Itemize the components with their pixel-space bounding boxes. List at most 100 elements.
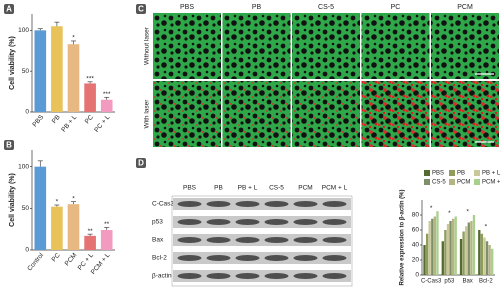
bar <box>425 233 429 275</box>
blot-band <box>322 273 347 279</box>
y-tick-label: 0 <box>415 272 419 279</box>
legend-label: PCM + L <box>482 180 500 186</box>
x-tick-label: C-Cas3 <box>421 279 442 285</box>
micrograph <box>153 81 221 147</box>
blot-band <box>293 273 318 279</box>
bar <box>100 99 113 112</box>
legend-label: CS-5 <box>432 180 446 186</box>
bar <box>470 221 473 275</box>
blot-row-label: Bax <box>152 237 164 244</box>
bar <box>449 221 452 275</box>
panel-badge <box>136 4 146 14</box>
bar <box>451 218 455 275</box>
bar <box>488 245 491 275</box>
bar <box>462 231 465 275</box>
x-tick-label: PC <box>84 114 95 126</box>
significance: * <box>72 195 75 202</box>
blot-band <box>235 219 260 225</box>
micrograph <box>361 13 430 79</box>
bar <box>485 241 489 275</box>
bar <box>34 166 47 250</box>
panel-label: C <box>138 5 144 14</box>
bar <box>441 241 444 275</box>
y-tick-label: 40 <box>412 242 420 249</box>
bar <box>51 26 63 112</box>
blot-band <box>206 201 231 207</box>
legend-label: PCM <box>457 180 470 186</box>
blot-band <box>177 201 202 207</box>
blot-strip <box>173 198 351 210</box>
bar <box>459 239 463 275</box>
x-tick-label: PBS <box>31 113 45 128</box>
bar <box>465 226 468 275</box>
bar <box>51 206 63 250</box>
blot-row-label: p53 <box>152 219 163 226</box>
bar <box>446 224 450 275</box>
y-tick-label: 100 <box>18 163 29 170</box>
micrograph <box>431 13 499 79</box>
image-column-label: PB <box>252 4 262 11</box>
bar <box>472 215 476 275</box>
significance: * <box>72 35 75 42</box>
blot-band <box>235 201 260 207</box>
micrograph <box>292 13 360 79</box>
panel-label: B <box>6 141 12 150</box>
bar <box>431 218 434 275</box>
blot-band <box>293 201 318 207</box>
bar <box>491 248 494 275</box>
legend-swatch <box>449 170 455 176</box>
image-column-label: CS-5 <box>318 4 334 11</box>
blot-band <box>322 219 347 225</box>
bar <box>100 230 113 250</box>
bar <box>436 211 439 275</box>
blot-band <box>293 255 318 261</box>
blot-band <box>264 273 289 279</box>
micrograph <box>292 81 360 147</box>
panel-badge <box>4 140 14 150</box>
significance: * <box>485 224 488 231</box>
blot-lane-label: PB + L <box>238 185 258 192</box>
blot-row-label: β-actin <box>152 273 172 280</box>
blot-band <box>322 255 347 261</box>
y-tick-label: 20 <box>412 257 420 264</box>
image-column-label: PC <box>391 4 401 11</box>
image-column-label: PCM <box>457 4 473 11</box>
y-tick-label: 50 <box>22 205 30 212</box>
x-tick-label: PB <box>51 114 62 125</box>
blot-band <box>206 273 231 279</box>
micrograph <box>431 81 499 147</box>
blot-band <box>206 237 231 243</box>
blot-row-label: C-Cas3 <box>152 201 174 208</box>
significance: * <box>466 209 469 216</box>
legend-swatch <box>474 179 480 185</box>
bar <box>84 235 96 250</box>
y-tick-label: 0 <box>25 109 29 116</box>
significance: * <box>430 205 433 212</box>
bar <box>428 221 431 275</box>
bar <box>433 216 437 275</box>
x-tick-label: Control <box>26 251 45 272</box>
blot-band <box>264 255 289 261</box>
x-tick-label: Bcl-2 <box>479 279 493 285</box>
x-tick-label: PC <box>51 252 62 264</box>
bar <box>480 233 484 275</box>
blot-band <box>322 237 347 243</box>
blot-frame <box>171 195 353 287</box>
legend-label: PBS <box>432 171 444 177</box>
blot-strip <box>173 216 351 228</box>
significance: *** <box>103 91 111 98</box>
blot-strip <box>173 270 351 282</box>
blot-lane-label: CS-5 <box>269 185 284 192</box>
legend-swatch <box>474 170 480 176</box>
blot-band <box>177 255 202 261</box>
y-tick-label: 0 <box>25 247 29 254</box>
bar <box>67 204 80 250</box>
y-tick-label: 80 <box>412 212 420 219</box>
legend-label: PB <box>457 171 465 177</box>
panel-label: A <box>6 5 12 14</box>
blot-band <box>177 273 202 279</box>
blot-lane-label: PBS <box>183 185 197 192</box>
x-tick-label: PB + L <box>60 114 78 134</box>
image-row-label: Without laser <box>144 26 151 65</box>
